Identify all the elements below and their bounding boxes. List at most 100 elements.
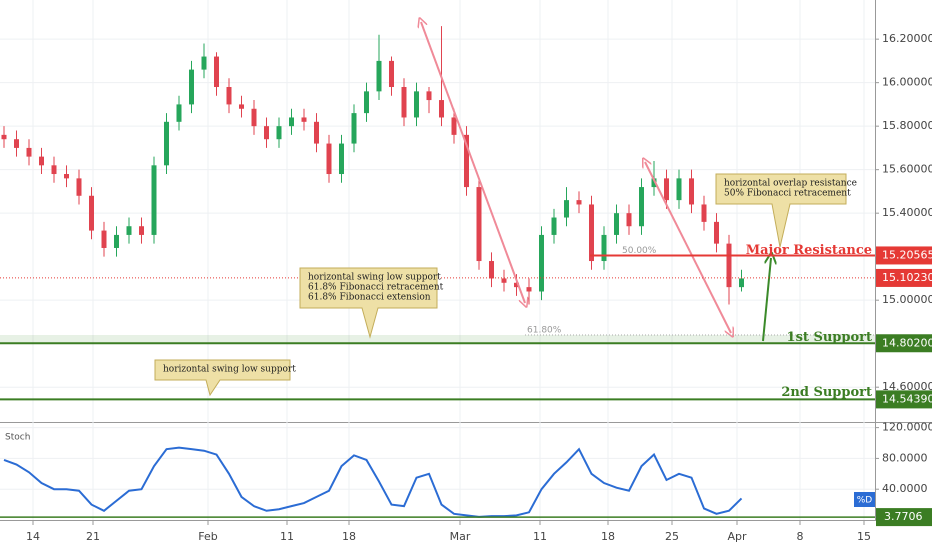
- candle-body: [164, 121, 169, 166]
- y-tick-label: 15.40000: [882, 206, 932, 219]
- x-tick-label: 14: [26, 530, 40, 543]
- level-price-label: 14.80200: [882, 336, 932, 349]
- x-tick-label: 18: [342, 530, 356, 543]
- level-name: 2nd Support: [781, 385, 872, 400]
- candle-body: [551, 217, 557, 235]
- callout-text: horizontal swing low support: [163, 365, 296, 375]
- price-label-box: [876, 246, 932, 265]
- callout-text: horizontal overlap resistance: [724, 179, 857, 189]
- y-tick-label: 16.20000: [882, 32, 932, 45]
- y-tick-label: 16.00000: [882, 76, 932, 89]
- callout-text: 61.8% Fibonacci retracement: [308, 283, 444, 293]
- fib-label: 61.80%: [527, 325, 562, 335]
- series-label-box: [854, 492, 875, 507]
- y-tick-label: 120.0000: [882, 421, 932, 434]
- callout: [299, 267, 438, 339]
- level-name: Major Resistance: [746, 243, 872, 258]
- candle-body: [739, 278, 744, 288]
- candle-body: [664, 178, 669, 201]
- y-tick-label: 15.80000: [882, 119, 932, 132]
- measure-arrow: [645, 162, 731, 333]
- candle-body: [389, 60, 394, 88]
- candle-body: [526, 287, 532, 292]
- candle-body: [339, 143, 344, 175]
- candle-body: [176, 104, 182, 122]
- candle-body: [726, 243, 732, 288]
- candle-body: [589, 204, 594, 262]
- y-tick-label: 80.0000: [882, 451, 928, 464]
- candle-body: [1, 134, 7, 140]
- x-tick-label: Feb: [198, 530, 217, 543]
- candle-body: [564, 200, 569, 218]
- candle-body: [214, 56, 219, 88]
- candle-body: [439, 100, 444, 118]
- candle-body: [701, 204, 707, 222]
- price-label-box: [876, 334, 932, 353]
- x-tick-label: 21: [86, 530, 100, 543]
- candle-body: [39, 156, 44, 166]
- candle-body: [576, 200, 582, 205]
- support-zone: [0, 334, 875, 344]
- last-price-label: 15.10230: [882, 271, 932, 284]
- candle-body: [101, 230, 107, 248]
- candle-body: [14, 139, 19, 148]
- candle-body: [76, 178, 82, 196]
- callout: [715, 173, 847, 248]
- x-tick-label: Mar: [450, 530, 471, 543]
- y-tick-label: 40.0000: [882, 482, 928, 495]
- candle-body: [26, 147, 32, 157]
- price-label-box: [876, 390, 932, 409]
- candle-body: [501, 278, 507, 283]
- series-label: %D: [857, 496, 873, 506]
- x-tick-label: 11: [533, 530, 547, 543]
- level-name: 1st Support: [787, 330, 872, 345]
- level-price-label: 14.54390: [882, 392, 932, 405]
- pane-title: Stoch: [5, 433, 30, 443]
- callout-text: 50% Fibonacci retracement: [724, 189, 851, 199]
- candle-body: [714, 221, 719, 244]
- candle-body: [289, 117, 294, 127]
- candle-body: [451, 117, 457, 135]
- candle-body: [376, 60, 382, 92]
- y-tick-label: 15.60000: [882, 163, 932, 176]
- candle-body: [51, 165, 57, 175]
- candle-body: [126, 226, 132, 235]
- price-label-box: [876, 508, 932, 527]
- candle-body: [326, 143, 332, 175]
- up-arrow: [762, 258, 771, 342]
- candle-body: [139, 226, 144, 235]
- candle-body: [401, 87, 407, 118]
- candle-body: [689, 178, 694, 205]
- stoch-level-label: 3.7706: [884, 510, 923, 523]
- candle-body: [276, 126, 282, 140]
- x-tick-label: 15: [857, 530, 871, 543]
- measure-arrow: [421, 22, 525, 303]
- candle-body: [614, 213, 619, 235]
- candle-body: [89, 195, 94, 231]
- callout-text: 61.8% Fibonacci extension: [308, 293, 431, 303]
- fib-label: 50.00%: [622, 246, 657, 256]
- candle-body: [239, 104, 244, 109]
- y-tick-label: 14.60000: [882, 380, 932, 393]
- x-tick-label: 25: [665, 530, 679, 543]
- level-price-label: 15.20565: [882, 248, 932, 261]
- candle-body: [601, 234, 607, 262]
- candle-body: [251, 108, 257, 127]
- candle-body: [476, 187, 482, 262]
- candle-body: [489, 261, 494, 279]
- y-tick-label: 15.00000: [882, 293, 932, 306]
- price-label-box: [876, 268, 932, 287]
- callout: [154, 359, 291, 397]
- candle-body: [351, 113, 357, 144]
- candle-body: [414, 91, 419, 118]
- candle-body: [264, 126, 269, 140]
- stoch-line: [3, 446, 743, 518]
- candle-body: [426, 91, 432, 101]
- candle-body: [539, 234, 544, 292]
- candle-body: [314, 121, 319, 144]
- candle-body: [151, 165, 157, 235]
- candle-body: [676, 178, 682, 201]
- candle-body: [201, 56, 207, 70]
- candle-body: [639, 187, 644, 227]
